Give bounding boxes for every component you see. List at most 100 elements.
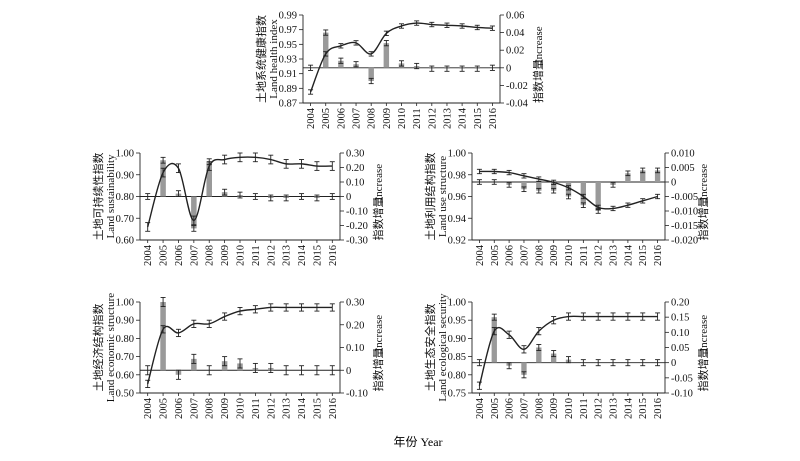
- x-tick-label: 2014: [297, 397, 308, 419]
- increase-bar: [383, 43, 390, 68]
- x-tick-label: 2007: [189, 398, 200, 419]
- left-tick-label: 1.00: [116, 298, 134, 309]
- x-tick-label: 2005: [321, 108, 332, 129]
- increase-bar: [191, 196, 197, 229]
- right-tick-label: 0.30: [346, 149, 364, 160]
- right-tick-label: 0.20: [346, 320, 364, 331]
- left-axis-title-cn: 土地利用结构指数: [423, 153, 437, 241]
- increase-bar: [368, 67, 374, 81]
- chart-panel-ecological: 1.00 0.95 0.90 0.85 0.80 0.75 0.20 0.15 0.10 0.05…: [423, 293, 710, 419]
- left-tick-label: 0.94: [448, 214, 467, 225]
- right-tick-label: -0.20: [346, 221, 368, 232]
- x-tick-label: 2009: [220, 245, 231, 266]
- right-tick-label: 0.05: [671, 343, 689, 354]
- x-tick-label: 2008: [205, 245, 216, 266]
- right-tick-label: 0.20: [346, 163, 364, 174]
- left-tick-label: 1.00: [448, 149, 466, 160]
- x-tick-label: 2004: [143, 397, 154, 419]
- right-tick-label: 0: [506, 63, 511, 74]
- left-axis-title-en: Land sustainability: [105, 154, 117, 239]
- increase-bar: [550, 182, 557, 191]
- x-tick-label: 2016: [653, 245, 664, 266]
- x-tick-label: 2010: [236, 245, 247, 266]
- x-tick-label: 2009: [382, 108, 393, 129]
- x-tick-label: 2005: [159, 245, 170, 266]
- x-tick-label: 2013: [609, 245, 620, 266]
- increase-bar: [654, 170, 661, 182]
- right-tick-label: -0.010: [671, 207, 698, 218]
- left-axis-title-cn: 土地系统健康指数: [254, 15, 268, 103]
- left-tick-label: 0.75: [448, 389, 466, 400]
- left-tick-label: 0.60: [116, 370, 134, 381]
- x-tick-label: 2010: [397, 108, 408, 129]
- x-tick-label: 2005: [159, 398, 170, 419]
- x-tick-label: 2010: [564, 245, 575, 266]
- increase-bar: [521, 362, 527, 375]
- left-tick-label: 0.98: [448, 170, 466, 181]
- right-axis-title-en: Increase: [698, 164, 710, 201]
- x-tick-label: 2006: [505, 398, 516, 419]
- x-tick-label: 2015: [638, 398, 649, 419]
- right-axis-title-cn: 指数增量: [696, 197, 710, 241]
- right-tick-label: 0: [346, 366, 351, 377]
- increase-bar: [206, 161, 212, 197]
- x-tick-label: 2007: [352, 108, 363, 129]
- x-tick-label: 2005: [490, 398, 501, 419]
- right-axis-title-cn: 指数增量: [371, 197, 385, 241]
- right-axis-title-en: Increase: [373, 315, 385, 352]
- increase-bar: [191, 358, 197, 371]
- left-tick-label: 0.90: [116, 170, 134, 181]
- increase-bar: [491, 317, 497, 363]
- right-axis-title-cn: 指数增量: [371, 348, 385, 392]
- left-tick-label: 0.87: [279, 99, 297, 110]
- x-tick-label: 2005: [490, 245, 501, 266]
- x-tick-label: 2014: [623, 244, 634, 266]
- x-tick-label: 2008: [534, 245, 545, 266]
- x-tick-label: 2016: [328, 398, 339, 419]
- figure-x-axis-label: 年份 Year: [393, 435, 442, 449]
- x-tick-label: 2011: [579, 245, 590, 266]
- x-tick-label: 2009: [549, 245, 560, 266]
- left-tick-label: 1.00: [116, 149, 134, 160]
- increase-bar: [550, 353, 557, 363]
- index-trend-line: [147, 306, 333, 385]
- x-tick-label: 2012: [594, 398, 605, 419]
- left-tick-label: 1.00: [448, 298, 466, 309]
- x-tick-label: 2007: [189, 245, 200, 266]
- left-tick-label: 0.91: [279, 69, 297, 80]
- x-tick-label: 2004: [475, 244, 486, 266]
- left-tick-label: 0.96: [448, 192, 466, 203]
- left-tick-label: 0.80: [116, 192, 134, 203]
- increase-bar: [536, 347, 542, 363]
- x-tick-label: 2012: [594, 245, 605, 266]
- left-axis-title-en: Land ecological security: [437, 293, 449, 402]
- x-tick-label: 2012: [266, 398, 277, 419]
- x-tick-label: 2008: [367, 108, 378, 129]
- right-tick-label: 0.02: [506, 46, 524, 57]
- left-tick-label: 0.80: [448, 370, 466, 381]
- x-tick-label: 2016: [653, 398, 664, 419]
- x-tick-label: 2011: [251, 245, 262, 266]
- x-tick-label: 2009: [549, 398, 560, 419]
- x-tick-label: 2011: [251, 398, 262, 419]
- x-tick-label: 2012: [266, 245, 277, 266]
- left-tick-label: 0.85: [448, 352, 466, 363]
- x-tick-label: 2006: [174, 398, 185, 419]
- left-tick-label: 0.95: [448, 316, 466, 327]
- chart-panel-sustainability: 1.00 0.90 0.80 0.70 0.60 0.30 0.20 0.10 0 -0.10 -0…: [91, 149, 385, 267]
- x-tick-label: 2015: [473, 108, 484, 129]
- right-tick-label: 0.10: [346, 343, 364, 354]
- x-tick-label: 2015: [638, 245, 649, 266]
- x-tick-label: 2013: [282, 398, 293, 419]
- x-tick-label: 2007: [519, 245, 530, 266]
- right-tick-label: -0.005: [671, 192, 698, 203]
- x-tick-label: 2013: [609, 398, 620, 419]
- x-tick-label: 2014: [458, 107, 469, 129]
- increase-bar: [625, 173, 631, 182]
- x-tick-label: 2013: [282, 245, 293, 266]
- right-tick-label: 0.10: [671, 328, 689, 339]
- left-tick-label: 0.90: [116, 316, 134, 327]
- increase-bar: [536, 182, 542, 191]
- x-tick-label: 2009: [220, 398, 231, 419]
